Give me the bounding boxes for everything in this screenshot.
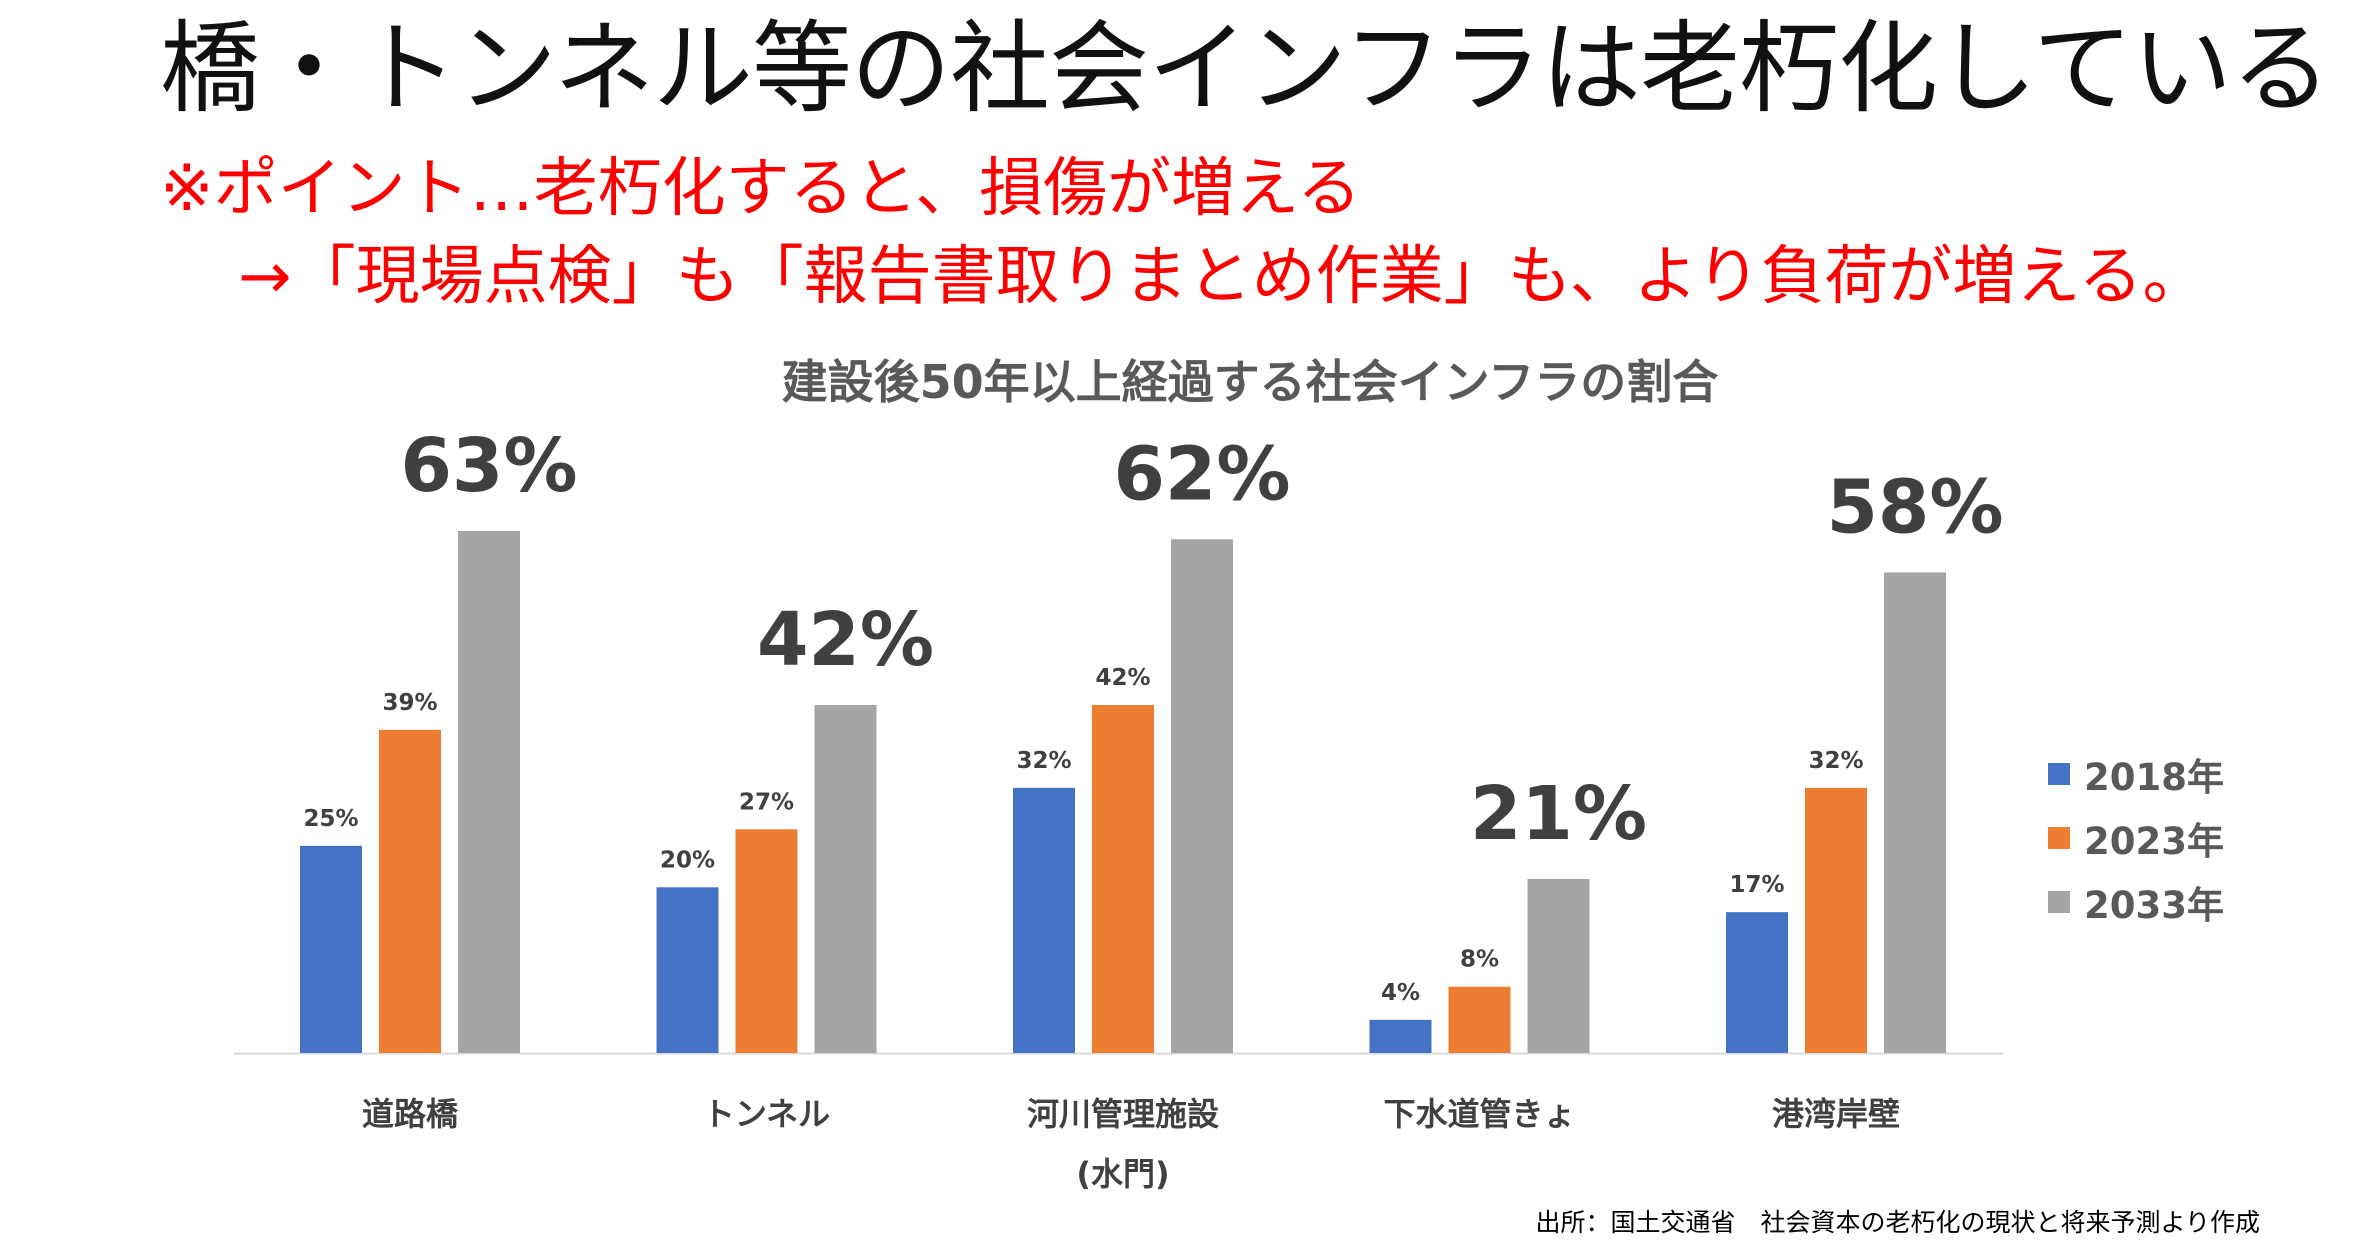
- legend-item-2023: 2023年: [2048, 806, 2224, 870]
- bar-2033-3: [1527, 879, 1590, 1053]
- workload-note: →「現場点検」も「報告書取りまとめ作業」も、より負荷が増える。: [238, 240, 2207, 314]
- category-sublabel-2: (水門): [1076, 1155, 1169, 1193]
- category-label-3: 下水道管きょ: [1383, 1095, 1575, 1133]
- data-label-2023-1: 27%: [739, 789, 794, 815]
- bar-2033-0: [458, 531, 520, 1053]
- bar-2033-1: [814, 705, 877, 1053]
- category-label-1: トンネル: [703, 1095, 830, 1133]
- data-label-2023-3: 8%: [1460, 947, 1499, 973]
- chart-legend: 2018年 2023年 2033年: [2048, 742, 2224, 934]
- bar-2033-2: [1171, 539, 1233, 1053]
- data-label-2018-4: 17%: [1729, 872, 1784, 898]
- bar-2023-1: [735, 829, 798, 1053]
- data-label-2033-4: 58%: [1826, 464, 2003, 550]
- category-label-0: 道路橋: [362, 1095, 459, 1133]
- legend-item-2018: 2018年: [2048, 742, 2224, 806]
- data-label-2033-0: 63%: [400, 423, 577, 509]
- data-label-2018-3: 4%: [1381, 980, 1420, 1006]
- data-label-2033-2: 62%: [1113, 431, 1290, 517]
- chart-title: 建設後50年以上経過する社会インフラの割合: [781, 355, 1719, 409]
- bar-2023-0: [379, 729, 441, 1053]
- category-label-4: 港湾岸壁: [1772, 1095, 1900, 1133]
- legend-label-2033: 2033年: [2084, 884, 2224, 927]
- data-label-2023-4: 32%: [1808, 748, 1863, 774]
- headline: 橋・トンネル等の社会インフラは老朽化している: [160, 10, 2331, 127]
- bar-2018-0: [300, 845, 362, 1053]
- data-label-2018-0: 25%: [303, 806, 358, 832]
- bar-2033-4: [1884, 572, 1946, 1053]
- legend-swatch-2018: [2048, 763, 2070, 785]
- legend-item-2033: 2033年: [2048, 870, 2224, 934]
- bar-2023-3: [1448, 986, 1511, 1053]
- data-label-2033-3: 21%: [1470, 771, 1647, 857]
- bar-2018-4: [1726, 912, 1788, 1053]
- data-label-2033-1: 42%: [757, 597, 934, 683]
- bar-2018-1: [656, 887, 719, 1053]
- category-label-2: 河川管理施設: [1027, 1095, 1219, 1133]
- point-note: ※ポイント…老朽化すると、損傷が増える: [160, 152, 1362, 226]
- data-label-2023-0: 39%: [382, 690, 437, 716]
- data-label-2018-2: 32%: [1016, 748, 1071, 774]
- data-label-2018-1: 20%: [660, 847, 715, 873]
- source-note: 出所：国土交通省 社会資本の老朽化の現状と将来予測より作成: [1535, 1208, 2260, 1237]
- bar-2023-4: [1805, 787, 1867, 1053]
- legend-swatch-2033: [2048, 891, 2070, 913]
- data-label-2023-2: 42%: [1095, 665, 1150, 691]
- bar-2018-3: [1369, 1019, 1432, 1053]
- legend-swatch-2023: [2048, 827, 2070, 849]
- legend-label-2023: 2023年: [2084, 820, 2224, 863]
- legend-label-2018: 2018年: [2084, 756, 2224, 799]
- bar-2018-2: [1013, 787, 1075, 1053]
- bar-2023-2: [1092, 705, 1154, 1053]
